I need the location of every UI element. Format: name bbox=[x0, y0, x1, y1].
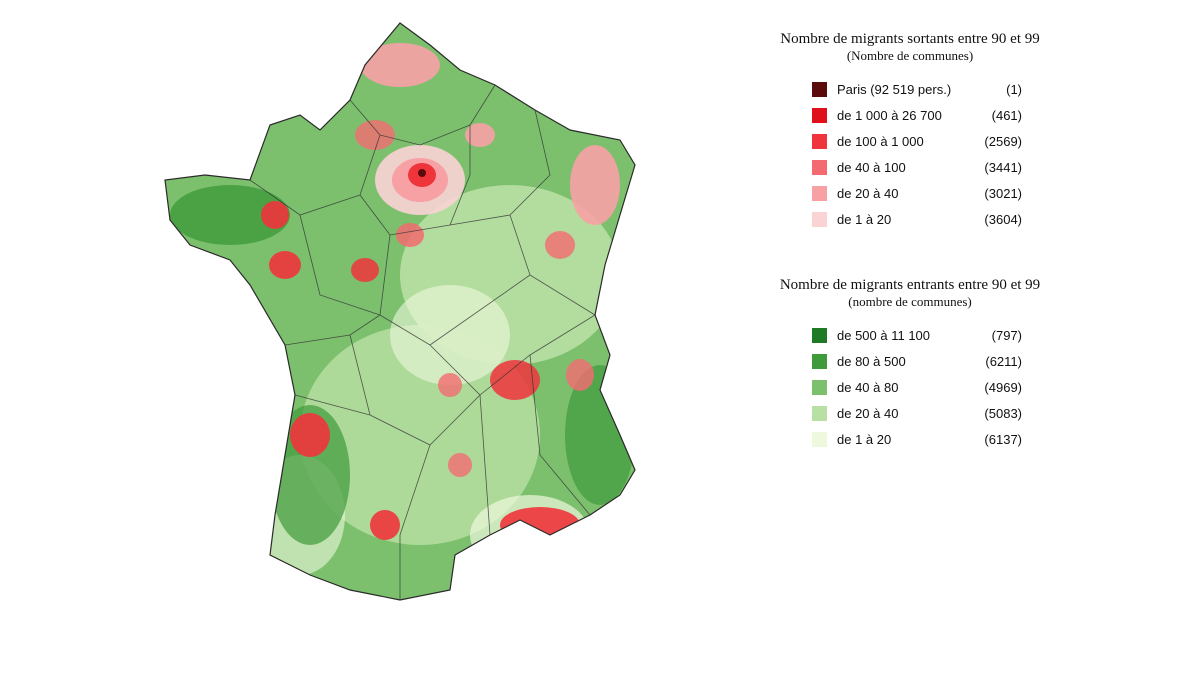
legend-swatch bbox=[812, 185, 827, 201]
legend-swatch bbox=[812, 211, 827, 227]
legend-item-label: de 40 à 80 bbox=[837, 379, 899, 395]
legend-item-count: (1) bbox=[1006, 81, 1022, 97]
legend-item-label: de 100 à 1 000 bbox=[837, 133, 924, 149]
legend-item: de 40 à 100 (3441) bbox=[760, 154, 1060, 180]
legend-item-count: (6211) bbox=[985, 353, 1022, 369]
legend-item: de 40 à 80 (4969) bbox=[760, 374, 1060, 400]
legend-swatch bbox=[812, 107, 827, 123]
legend-outgoing-title: Nombre de migrants sortants entre 90 et … bbox=[780, 31, 1040, 47]
legend-item: de 500 à 11 100 (797) bbox=[760, 322, 1060, 348]
legend-item: de 1 000 à 26 700 (461) bbox=[760, 102, 1060, 128]
france-migration-map bbox=[164, 22, 650, 645]
legend-swatch bbox=[812, 133, 827, 149]
legend-item-count: (797) bbox=[991, 327, 1022, 343]
legend-item-count: (5083) bbox=[984, 405, 1022, 421]
legend: Nombre de migrants sortants entre 90 et … bbox=[760, 30, 1060, 452]
legend-item-count: (2569) bbox=[984, 133, 1022, 149]
legend-incoming: Nombre de migrants entrants entre 90 et … bbox=[760, 276, 1060, 452]
legend-item-label: de 20 à 40 bbox=[837, 185, 899, 201]
legend-swatch bbox=[812, 159, 827, 175]
legend-item-count: (3021) bbox=[984, 185, 1022, 201]
legend-item: de 1 à 20 (3604) bbox=[760, 206, 1060, 232]
legend-item-label: de 500 à 11 100 bbox=[837, 327, 931, 343]
legend-item: de 100 à 1 000 (2569) bbox=[760, 128, 1060, 154]
legend-item-count: (6137) bbox=[984, 431, 1022, 447]
legend-outgoing: Nombre de migrants sortants entre 90 et … bbox=[760, 30, 1060, 232]
legend-item-count: (461) bbox=[991, 107, 1022, 123]
legend-item-label: de 1 à 20 bbox=[837, 431, 892, 447]
legend-item-count: (3441) bbox=[984, 159, 1022, 175]
region-borders bbox=[249, 84, 596, 600]
legend-swatch bbox=[812, 327, 827, 343]
legend-outgoing-subtitle: (Nombre de communes) bbox=[846, 48, 974, 63]
legend-item: de 1 à 20 (6137) bbox=[760, 426, 1060, 452]
legend-item: Paris (92 519 pers.) (1) bbox=[760, 76, 1060, 102]
legend-item-label: de 20 à 40 bbox=[837, 405, 899, 421]
legend-item-label: de 80 à 500 bbox=[837, 353, 906, 369]
legend-swatch bbox=[812, 405, 827, 421]
legend-item: de 80 à 500 (6211) bbox=[760, 348, 1060, 374]
legend-item-count: (4969) bbox=[984, 379, 1022, 395]
legend-item-label: de 1 000 à 26 700 bbox=[837, 107, 942, 123]
legend-incoming-title: Nombre de migrants entrants entre 90 et … bbox=[779, 277, 1041, 293]
legend-swatch bbox=[812, 353, 827, 369]
legend-item-count: (3604) bbox=[984, 211, 1022, 227]
legend-swatch bbox=[812, 379, 827, 395]
legend-incoming-subtitle: (nombre de communes) bbox=[848, 294, 972, 309]
legend-item-label: de 40 à 100 bbox=[837, 159, 906, 175]
legend-swatch bbox=[812, 431, 827, 447]
legend-item: de 20 à 40 (3021) bbox=[760, 180, 1060, 206]
legend-item-label: de 1 à 20 bbox=[837, 211, 892, 227]
legend-swatch bbox=[812, 81, 827, 97]
legend-item-label: Paris (92 519 pers.) bbox=[837, 81, 952, 97]
legend-item: de 20 à 40 (5083) bbox=[760, 400, 1060, 426]
